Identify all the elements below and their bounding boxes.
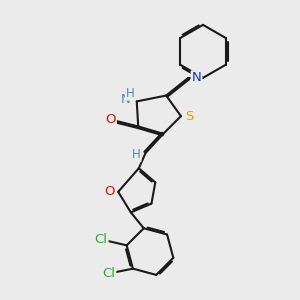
Text: O: O xyxy=(105,113,116,126)
Text: S: S xyxy=(185,110,193,123)
Text: H: H xyxy=(132,148,140,161)
Text: Cl: Cl xyxy=(94,233,108,246)
Text: N: N xyxy=(192,71,201,84)
Text: Cl: Cl xyxy=(102,267,115,280)
Text: O: O xyxy=(105,185,115,198)
Text: H: H xyxy=(126,87,135,100)
Text: N: N xyxy=(121,93,130,106)
